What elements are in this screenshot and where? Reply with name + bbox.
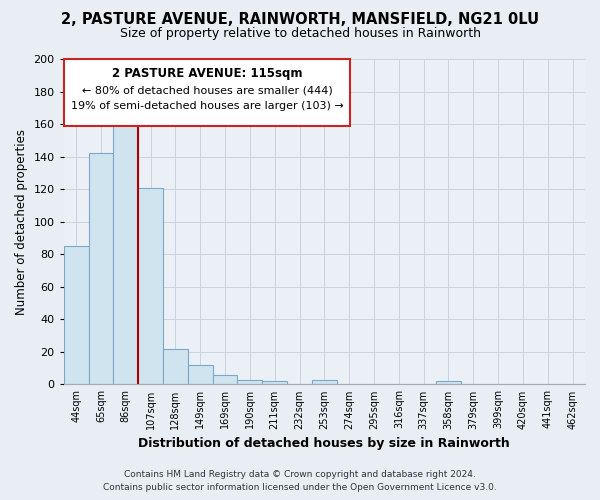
Text: 2, PASTURE AVENUE, RAINWORTH, MANSFIELD, NG21 0LU: 2, PASTURE AVENUE, RAINWORTH, MANSFIELD,… bbox=[61, 12, 539, 28]
Text: ← 80% of detached houses are smaller (444): ← 80% of detached houses are smaller (44… bbox=[82, 85, 332, 95]
Bar bbox=[212, 374, 238, 384]
Text: 2 PASTURE AVENUE: 115sqm: 2 PASTURE AVENUE: 115sqm bbox=[112, 67, 302, 80]
Bar bbox=[113, 119, 138, 384]
Text: 19% of semi-detached houses are larger (103) →: 19% of semi-detached houses are larger (… bbox=[71, 102, 343, 112]
Bar bbox=[89, 154, 113, 384]
Bar bbox=[64, 246, 89, 384]
Text: Contains HM Land Registry data © Crown copyright and database right 2024.
Contai: Contains HM Land Registry data © Crown c… bbox=[103, 470, 497, 492]
Bar bbox=[138, 188, 163, 384]
Bar bbox=[238, 380, 262, 384]
X-axis label: Distribution of detached houses by size in Rainworth: Distribution of detached houses by size … bbox=[139, 437, 510, 450]
Bar bbox=[312, 380, 337, 384]
Y-axis label: Number of detached properties: Number of detached properties bbox=[15, 128, 28, 314]
Text: Size of property relative to detached houses in Rainworth: Size of property relative to detached ho… bbox=[119, 28, 481, 40]
FancyBboxPatch shape bbox=[64, 59, 350, 126]
Bar bbox=[436, 381, 461, 384]
Bar bbox=[262, 381, 287, 384]
Bar bbox=[188, 365, 212, 384]
Bar bbox=[163, 348, 188, 384]
